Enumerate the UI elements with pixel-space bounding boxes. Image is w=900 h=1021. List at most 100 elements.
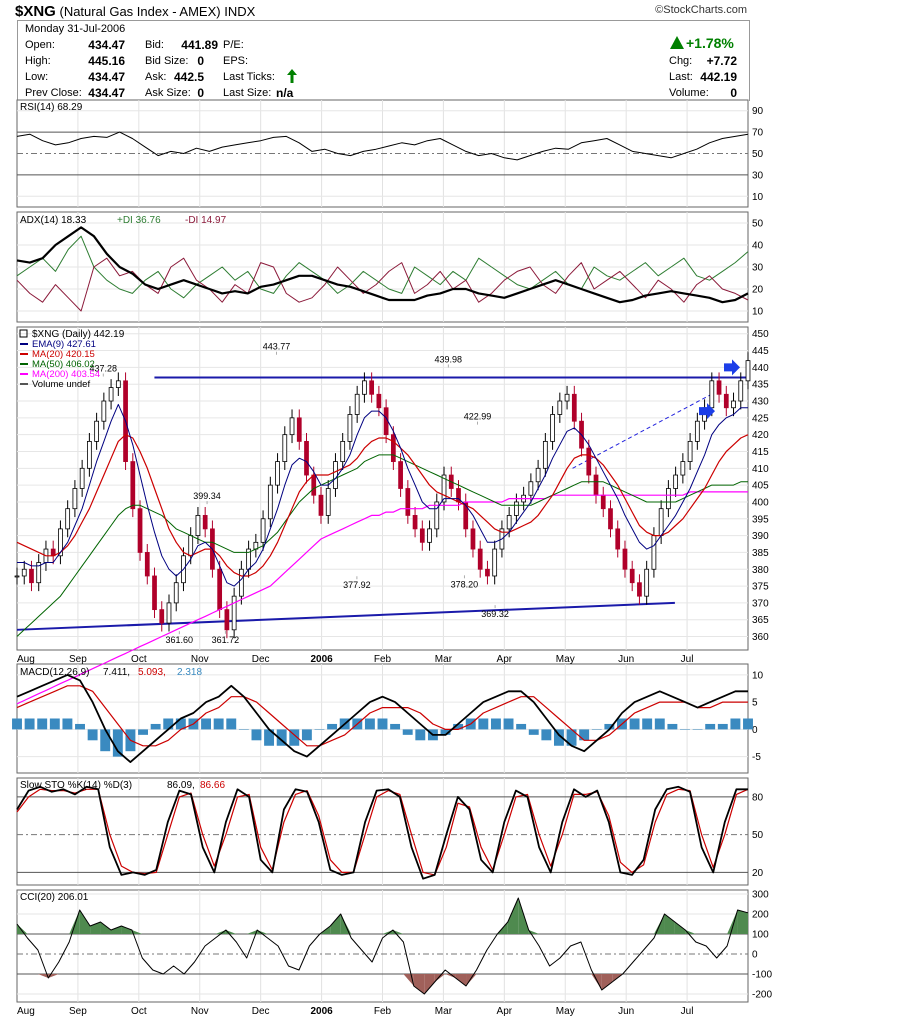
adx-y-tick-label: 10 <box>752 307 764 318</box>
cci-y-tick-label: 300 <box>752 890 769 901</box>
price-x-tick-label: Mar <box>435 654 453 665</box>
candle-body <box>419 528 425 543</box>
trendline-0 <box>16 601 675 631</box>
ma20-line <box>16 434 749 577</box>
price-y-tick-label: 405 <box>752 481 769 492</box>
price-legend-entry: MA(200) 403.54 <box>32 369 100 380</box>
macd-histogram-bar <box>629 718 640 730</box>
volume-label: Volume: <box>669 87 709 99</box>
cci-x-tick-label: Jul <box>681 1006 694 1017</box>
candle-body <box>333 461 338 489</box>
candle-body <box>311 474 317 496</box>
candle-body <box>412 515 418 530</box>
ma50-line <box>16 454 748 637</box>
candle-body <box>470 528 476 550</box>
candle-body <box>615 528 621 550</box>
candle-body <box>65 508 71 530</box>
price-x-tick-label: May <box>556 654 575 665</box>
price-y-tick-label: 390 <box>752 531 769 542</box>
candle-body <box>144 552 150 577</box>
macd-value: 7.411, <box>103 667 130 678</box>
price-y-tick-label: 375 <box>752 582 769 593</box>
price-annotation: 361.60 <box>166 635 194 645</box>
candle-body <box>557 400 563 415</box>
open-label: Open: <box>25 39 55 51</box>
plus-di-label: +DI 36.76 <box>117 215 161 226</box>
price-annotation: 437.28 <box>89 364 117 374</box>
price-y-tick-label: 380 <box>752 565 769 576</box>
bid-value: 441.89 <box>181 38 218 52</box>
candle-body <box>593 474 599 496</box>
macd-y-tick-label: 5 <box>752 698 758 709</box>
cci-y-tick-label: 100 <box>752 930 769 941</box>
macd-histogram-bar <box>528 729 539 735</box>
bid-size-value: 0 <box>197 54 204 68</box>
rsi-y-tick-label: 10 <box>752 192 764 203</box>
ema9-line <box>17 403 748 587</box>
candle-body <box>369 380 375 395</box>
cci-overbought-fill <box>131 930 143 934</box>
cci-y-tick-label: -100 <box>752 970 772 981</box>
macd-histogram-bar <box>49 718 60 730</box>
cci-line <box>16 897 749 995</box>
prev-close-label: Prev Close: <box>25 87 82 99</box>
macd-histogram-bar <box>175 718 186 730</box>
price-legend-entry: MA(20) 420.15 <box>32 349 95 360</box>
cci-x-tick-label: Dec <box>252 1006 270 1017</box>
price-x-tick-label: Apr <box>497 654 513 665</box>
cci-y-tick-label: 200 <box>752 910 769 921</box>
price-annotation: 439.98 <box>435 354 463 364</box>
last-label: Last: <box>669 71 693 83</box>
price-legend-entry: MA(50) 406.02 <box>32 359 95 370</box>
price-annotation: 378.20 <box>451 579 479 589</box>
candle-body <box>137 508 143 553</box>
candle-body <box>115 380 121 388</box>
macd-histogram-bar <box>327 723 338 730</box>
candle-body <box>441 474 447 503</box>
rsi-title: RSI(14) 68.29 <box>20 102 83 113</box>
candle-body <box>202 515 208 530</box>
ticker-name: (Natural Gas Index - AMEX) <box>59 4 221 19</box>
candle-body <box>731 400 736 409</box>
cci-overbought-fill <box>100 922 111 934</box>
sto-y-tick-label: 20 <box>752 868 764 879</box>
brand-logo[interactable]: ©StockCharts.com <box>655 4 747 16</box>
candle-body <box>282 434 288 462</box>
price-x-tick-label: Aug <box>17 654 35 665</box>
price-x-tick-label: Jul <box>681 654 694 665</box>
macd-histogram-bar <box>264 729 275 746</box>
low-label: Low: <box>25 71 49 83</box>
macd-histogram-bar <box>541 729 552 741</box>
ask-value: 442.5 <box>173 70 204 84</box>
macd-histogram-bar <box>591 729 602 730</box>
adx-title: ADX(14) 18.33 <box>20 215 87 226</box>
minus-di-label: -DI 14.97 <box>185 215 227 226</box>
adx-y-tick-label: 20 <box>752 285 764 296</box>
ticker-title: $XNG (Natural Gas Index - AMEX) INDX <box>15 3 255 20</box>
candle-body <box>709 380 715 409</box>
price-y-tick-label: 430 <box>752 397 769 408</box>
cci-oversold-fill <box>466 974 477 986</box>
candle-body <box>318 494 324 516</box>
macd-histogram-bar <box>566 729 577 746</box>
cci-overbought-fill <box>507 898 519 934</box>
sto-d-value: 86.66 <box>200 780 225 791</box>
candle-body <box>492 548 498 577</box>
cci-overbought-fill <box>257 930 268 934</box>
candle-body <box>637 582 642 597</box>
cci-x-tick-label: Feb <box>374 1006 392 1017</box>
candle-body <box>362 380 367 395</box>
cci-oversold-fill <box>413 974 425 994</box>
bid-size-label: Bid Size: <box>145 55 189 67</box>
sto-y-tick-label: 50 <box>752 830 764 841</box>
price-y-tick-label: 420 <box>752 430 769 441</box>
macd-histogram-bar <box>112 729 123 757</box>
sto-k-line <box>16 785 748 880</box>
plus-di-line <box>16 235 749 299</box>
candle-body <box>159 609 165 624</box>
sto-k-value: 86.09, <box>167 780 195 791</box>
candle-body <box>405 488 411 516</box>
price-y-tick-label: 415 <box>752 447 769 458</box>
cci-overbought-fill <box>382 930 393 934</box>
